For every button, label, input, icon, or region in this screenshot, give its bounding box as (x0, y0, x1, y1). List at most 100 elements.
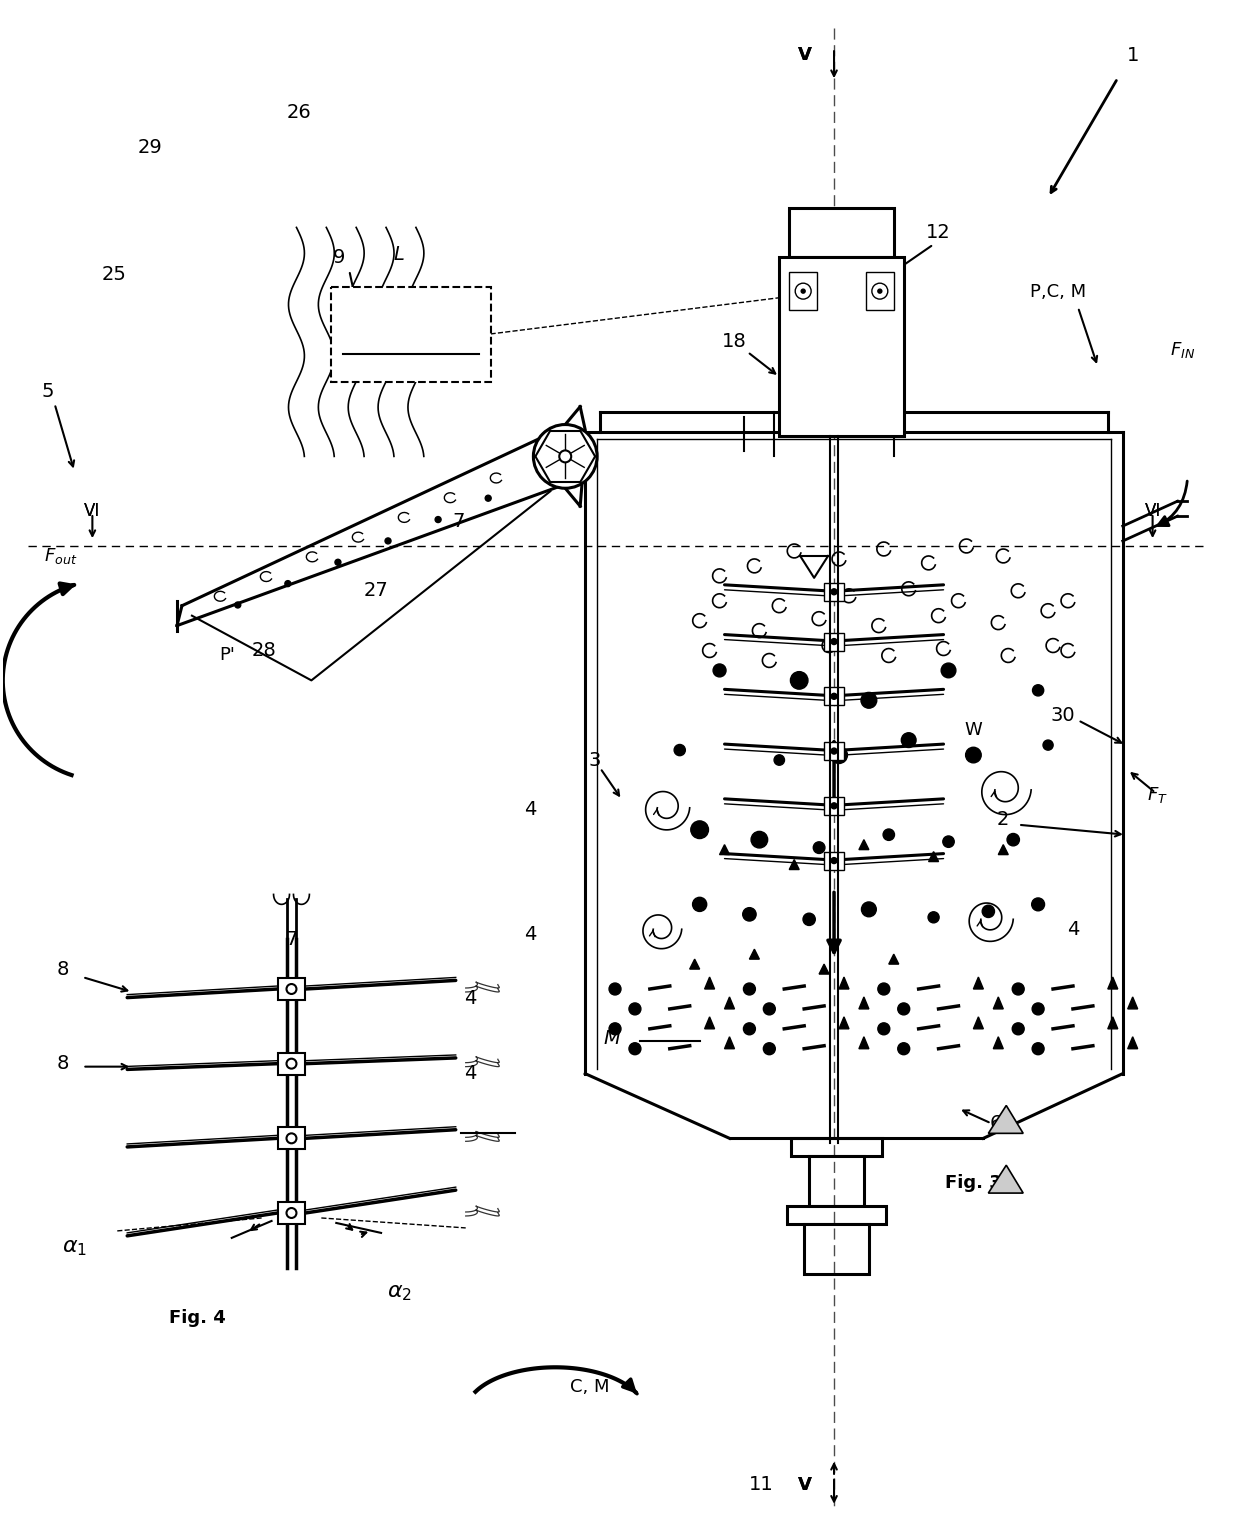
Bar (805, 1223, 869, 1274)
Text: 12: 12 (926, 222, 951, 242)
Polygon shape (704, 977, 714, 989)
Bar (825, 742, 844, 760)
Text: P': P' (218, 647, 234, 664)
Polygon shape (993, 1036, 1003, 1049)
Circle shape (764, 1003, 775, 1015)
Polygon shape (820, 964, 830, 973)
Text: $\alpha_2$: $\alpha_2$ (387, 1283, 412, 1303)
Text: $F_{out}$: $F_{out}$ (43, 546, 77, 566)
Circle shape (693, 897, 707, 912)
Text: 7: 7 (453, 512, 465, 530)
Text: 25: 25 (102, 265, 126, 284)
Circle shape (831, 639, 837, 644)
Text: 4: 4 (465, 989, 477, 1009)
Bar (810, 1156, 864, 1206)
Circle shape (533, 425, 598, 487)
Circle shape (691, 820, 708, 839)
Polygon shape (724, 1036, 734, 1049)
Bar (779, 258, 904, 437)
Polygon shape (973, 977, 983, 989)
Polygon shape (988, 1165, 1023, 1193)
Text: 4: 4 (1066, 920, 1079, 938)
Circle shape (386, 538, 391, 544)
Text: 11: 11 (749, 1475, 774, 1495)
Circle shape (862, 901, 877, 917)
Circle shape (941, 664, 956, 678)
Circle shape (790, 671, 808, 690)
Circle shape (942, 835, 955, 848)
Bar (825, 687, 844, 705)
Circle shape (675, 745, 686, 756)
Polygon shape (973, 1016, 983, 1029)
Text: V: V (799, 1476, 812, 1493)
Text: 8: 8 (56, 960, 68, 978)
Bar (866, 273, 894, 310)
Circle shape (764, 1042, 775, 1055)
Circle shape (804, 914, 815, 926)
Text: V: V (799, 46, 812, 64)
Polygon shape (749, 949, 759, 960)
Bar (825, 633, 844, 650)
Circle shape (743, 908, 756, 921)
Circle shape (966, 747, 981, 763)
Circle shape (831, 803, 837, 809)
Text: 9: 9 (334, 248, 346, 267)
Circle shape (831, 589, 837, 595)
Text: 18: 18 (722, 333, 746, 351)
Text: 7: 7 (285, 929, 298, 949)
Text: W: W (965, 721, 982, 739)
Circle shape (861, 693, 877, 708)
Text: V: V (799, 46, 812, 64)
Text: 26: 26 (288, 103, 311, 123)
Polygon shape (859, 1036, 869, 1049)
Circle shape (629, 1003, 641, 1015)
Polygon shape (689, 960, 699, 969)
Circle shape (286, 1133, 296, 1144)
Polygon shape (993, 996, 1003, 1009)
Circle shape (831, 748, 837, 754)
Polygon shape (839, 977, 849, 989)
Text: 29: 29 (138, 138, 162, 158)
Bar (787, 1206, 885, 1223)
Circle shape (629, 1042, 641, 1055)
Text: 8: 8 (56, 1055, 68, 1073)
Polygon shape (1127, 1036, 1137, 1049)
Polygon shape (704, 1016, 714, 1029)
Circle shape (335, 560, 341, 566)
Bar (791, 1139, 882, 1156)
Text: P,C, M: P,C, M (1030, 284, 1086, 300)
Polygon shape (929, 852, 939, 862)
Polygon shape (988, 1105, 1023, 1133)
Circle shape (609, 983, 621, 995)
Circle shape (901, 733, 916, 748)
Circle shape (1032, 898, 1044, 911)
Circle shape (898, 1042, 910, 1055)
Text: 30: 30 (1050, 705, 1075, 725)
Circle shape (744, 1023, 755, 1035)
Circle shape (878, 290, 882, 293)
Polygon shape (789, 860, 800, 869)
Polygon shape (1127, 996, 1137, 1009)
Text: VI: VI (1145, 503, 1161, 520)
Circle shape (1012, 983, 1024, 995)
Circle shape (1032, 1003, 1044, 1015)
Text: VI: VI (1145, 503, 1161, 520)
Text: CU: CU (394, 313, 427, 333)
Text: 2: 2 (997, 811, 1009, 829)
Circle shape (234, 602, 241, 609)
Polygon shape (719, 845, 729, 854)
Bar (278, 1127, 305, 1150)
Text: 1: 1 (1126, 46, 1138, 64)
Text: C, M: C, M (570, 1378, 610, 1397)
Text: 5: 5 (41, 382, 53, 402)
Bar (278, 1053, 305, 1075)
Polygon shape (998, 845, 1008, 854)
Circle shape (1032, 1042, 1044, 1055)
Text: V: V (799, 1476, 812, 1493)
Text: VI: VI (84, 503, 100, 520)
Polygon shape (839, 1016, 849, 1029)
Text: Fig. 4: Fig. 4 (169, 1309, 226, 1326)
Circle shape (286, 1208, 296, 1217)
Text: 4: 4 (465, 1064, 477, 1084)
Circle shape (1012, 1023, 1024, 1035)
